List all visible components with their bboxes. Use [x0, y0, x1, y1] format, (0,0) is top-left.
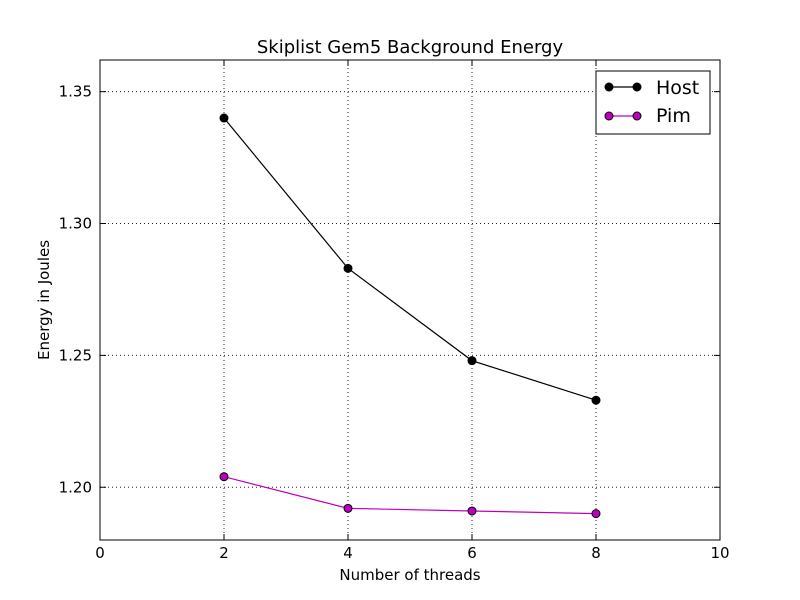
y-tick-label: 1.30: [59, 215, 92, 233]
y-tick-label: 1.25: [59, 346, 92, 364]
legend-label-pim: Pim: [656, 105, 691, 127]
legend-marker-pim-end: [632, 111, 642, 121]
series-line-pim: [223, 476, 597, 515]
data-point-pim: [343, 503, 353, 513]
data-point-host: [467, 356, 477, 366]
x-tick-label: 10: [710, 544, 729, 562]
x-tick-label: 6: [467, 544, 477, 562]
legend-marker-host-end: [632, 82, 642, 92]
data-point-host: [219, 113, 229, 123]
legend-label-host: Host: [656, 77, 699, 99]
data-point-pim: [219, 472, 229, 482]
x-axis-label: Number of threads: [339, 566, 480, 584]
series-line-host: [223, 117, 597, 401]
data-point-pim: [467, 506, 477, 516]
legend-box: [595, 70, 711, 135]
plot-frame: [99, 59, 721, 541]
x-tick-label: 2: [219, 544, 229, 562]
ticks-layer: 0 2 4 6 8 10 1.20 1.25 1.30 1.35: [59, 60, 730, 562]
x-tick-label: 4: [343, 544, 353, 562]
y-tick-label: 1.20: [59, 478, 92, 496]
chart-title: Skiplist Gem5 Background Energy: [257, 37, 564, 58]
data-point-host: [591, 395, 601, 405]
legend: Host Pim: [595, 70, 711, 135]
y-axis-label: Energy in Joules: [35, 240, 53, 360]
series-layer: [219, 113, 601, 519]
legend-marker-pim: [604, 111, 614, 121]
data-point-pim: [591, 509, 601, 519]
legend-marker-host: [604, 82, 614, 92]
y-tick-label: 1.35: [59, 83, 92, 101]
data-point-host: [343, 263, 353, 273]
x-tick-label: 0: [95, 544, 105, 562]
x-tick-label: 8: [591, 544, 601, 562]
